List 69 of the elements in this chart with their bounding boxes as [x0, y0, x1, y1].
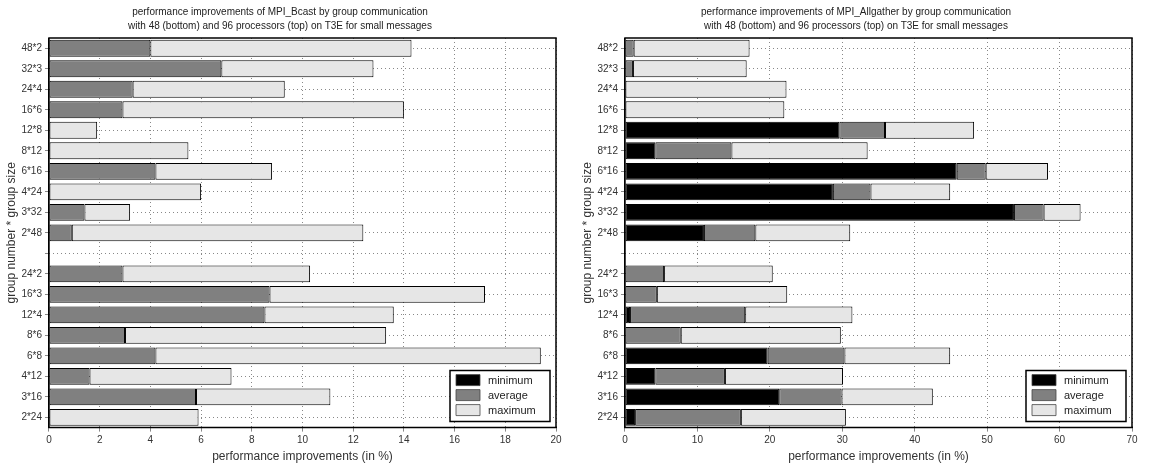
y-tick-label: 24*4: [21, 83, 43, 95]
legend-label: average: [1064, 388, 1104, 401]
y-tick-label: 24*4: [597, 83, 619, 95]
x-tick-label: 20: [764, 434, 776, 446]
y-tick-label: 48*2: [597, 42, 619, 53]
y-tick-label: 12*4: [21, 308, 43, 320]
x-tick-label: 10: [691, 434, 704, 446]
y-tick-label: 6*8: [26, 349, 43, 361]
x-tick-label: 4: [147, 434, 154, 446]
legend-label: minimum: [1064, 373, 1109, 386]
y-tick-label: 12*8: [21, 124, 43, 136]
y-tick-label: 4*12: [21, 370, 43, 382]
y-tick-label: 24*2: [21, 267, 43, 279]
x-tick-label: 30: [836, 434, 849, 446]
legend-label: maximum: [1064, 403, 1112, 416]
y-tick-label: 4*12: [597, 370, 619, 382]
y-axis-title: group number * group size: [579, 161, 594, 304]
x-tick-label: 6: [198, 434, 205, 446]
x-tick-label: 20: [550, 434, 562, 446]
x-tick-label: 2: [96, 434, 103, 446]
y-tick-label: 16*6: [21, 103, 43, 115]
legend-label: minimum: [488, 373, 533, 386]
chart-subtitle: with 48 (bottom) and 96 processors (top) on T3E for small messages: [127, 19, 432, 31]
y-tick-label: 8*6: [602, 329, 619, 341]
y-tick-label: 16*3: [21, 288, 43, 300]
y-tick-label: 12*8: [597, 124, 619, 136]
x-tick-label: 14: [398, 434, 410, 446]
y-tick-label: 6*16: [597, 165, 619, 177]
x-axis-title: performance improvements (in %): [788, 449, 969, 464]
chart-title: performance improvements of MPI_Bcast by group communication: [132, 5, 428, 17]
y-tick-label: 2*48: [597, 226, 619, 238]
y-tick-label: 2*48: [21, 226, 43, 238]
y-tick-label: 32*3: [597, 62, 619, 74]
x-tick-label: 18: [499, 434, 512, 446]
y-tick-label: 12*4: [597, 308, 619, 320]
x-tick-label: 12: [347, 434, 360, 446]
y-tick-label: 8*6: [26, 329, 43, 341]
y-tick-label: 16*3: [597, 288, 619, 300]
y-axis-title: group number * group size: [3, 161, 18, 304]
y-tick-label: 32*3: [21, 62, 43, 74]
x-tick-label: 10: [296, 434, 309, 446]
y-tick-label: 48*2: [21, 42, 43, 53]
y-tick-label: 8*12: [21, 144, 43, 156]
y-tick-label: 6*8: [602, 349, 619, 361]
x-axis-title: performance improvements (in %): [212, 449, 393, 464]
x-tick-label: 40: [909, 434, 921, 446]
x-tick-label: 70: [1126, 434, 1138, 446]
y-tick-label: 3*16: [597, 390, 619, 402]
y-tick-label: 3*16: [21, 390, 43, 402]
x-tick-label: 0: [46, 434, 53, 446]
y-tick-label: 2*24: [597, 411, 619, 423]
legend-label: average: [488, 388, 528, 401]
y-tick-label: 3*32: [597, 206, 619, 218]
legend-label: maximum: [488, 403, 536, 416]
y-tick-label: 8*12: [597, 144, 619, 156]
y-tick-label: 2*24: [21, 411, 43, 423]
x-tick-label: 8: [249, 434, 255, 446]
y-tick-label: 6*16: [21, 165, 43, 177]
chart-subtitle: with 48 (bottom) and 96 processors (top) on T3E for small messages: [703, 19, 1008, 31]
y-tick-label: 24*2: [597, 267, 619, 279]
y-tick-label: 4*24: [21, 185, 43, 197]
y-tick-label: 3*32: [21, 206, 43, 218]
x-tick-label: 16: [449, 434, 461, 446]
x-tick-label: 60: [1054, 434, 1066, 446]
x-tick-label: 0: [622, 434, 629, 446]
chart-title: performance improvements of MPI_Allgather by group communication: [700, 5, 1012, 17]
y-tick-label: 16*6: [597, 103, 619, 115]
x-tick-label: 50: [981, 434, 994, 446]
y-tick-label: 4*24: [597, 185, 619, 197]
